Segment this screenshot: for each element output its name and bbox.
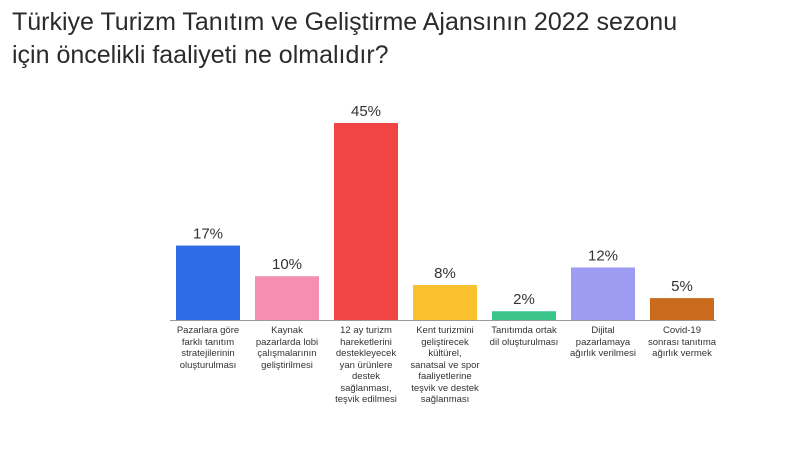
chart-title-line-1: Türkiye Turizm Tanıtım ve Geliştirme Aja…: [12, 8, 678, 36]
category-label-1: Pazarlara göre farklı tanıtım stratejile…: [176, 325, 240, 371]
category-label-2: Kaynak pazarlarda lobi çalışmalarının ge…: [255, 325, 319, 371]
category-label-4: Kent turizmini geliştirecek kültürel, sa…: [410, 325, 480, 405]
category-label-3: 12 ay turizm hareketlerini destekleyecek…: [335, 325, 397, 405]
data-label-1: 17%: [193, 226, 223, 243]
category-label-6: Dijital pazarlamaya ağırlık verilmesi: [570, 325, 636, 359]
bar-7: [650, 298, 714, 320]
bar-5: [492, 311, 556, 320]
data-label-5: 2%: [513, 291, 535, 308]
data-label-3: 45%: [351, 103, 381, 120]
chart-title-line-2: için öncelikli faaliyeti ne olmalıdır?: [12, 41, 389, 69]
category-label-5: Tanıtımda ortak dil oluşturulması: [489, 325, 559, 348]
bar-2: [255, 276, 319, 320]
bar-1: [176, 245, 240, 320]
bar-6: [571, 267, 635, 320]
bar-3: [334, 123, 398, 320]
category-label-7: Covid-19 sonrası tanıtıma ağırlık vermek: [647, 325, 717, 359]
data-label-2: 10%: [272, 256, 302, 273]
chart-title: Türkiye Turizm Tanıtım ve Geliştirme Aja…: [12, 6, 792, 72]
data-label-4: 8%: [434, 265, 456, 282]
data-label-7: 5%: [671, 278, 693, 295]
bar-4: [413, 284, 477, 320]
data-label-6: 12%: [588, 247, 618, 264]
